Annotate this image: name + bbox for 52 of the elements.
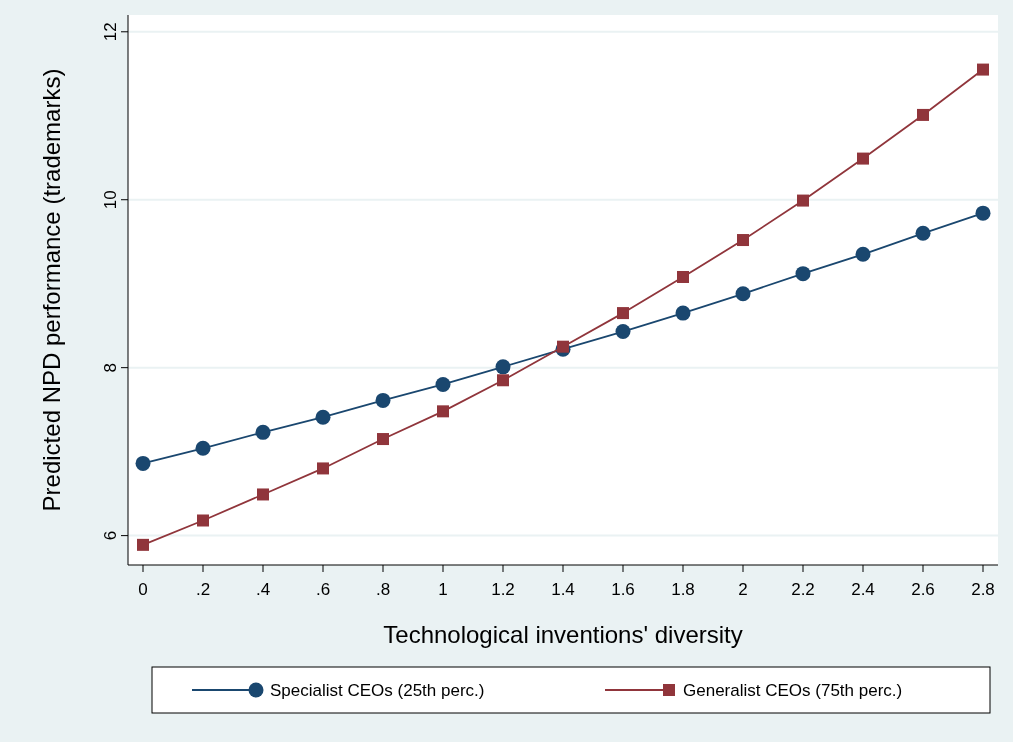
point [497, 374, 509, 387]
x-axis-title: Technological inventions' diversity [383, 621, 743, 648]
y-tick-label: 10 [101, 190, 120, 210]
point [437, 405, 449, 418]
x-tick-label: 2 [738, 580, 748, 599]
x-tick-label: 2.6 [911, 580, 935, 599]
legend-label: Generalist CEOs (75th perc.) [683, 681, 903, 700]
point [617, 307, 629, 320]
point [375, 392, 391, 408]
x-tick-label: 2.4 [851, 580, 875, 599]
y-tick-label: 12 [101, 22, 120, 42]
point [257, 488, 269, 501]
point [315, 409, 331, 425]
x-tick-label: 1.4 [551, 580, 575, 599]
x-tick-label: 1.2 [491, 580, 515, 599]
point [737, 234, 749, 247]
point [915, 225, 931, 241]
point [495, 359, 511, 375]
point [615, 324, 631, 340]
point [435, 376, 451, 392]
point [675, 305, 691, 321]
point [917, 108, 929, 121]
x-tick-label: .6 [315, 580, 331, 599]
x-tick-label: 2.2 [791, 580, 815, 599]
point [977, 63, 989, 76]
point [197, 514, 209, 527]
point [195, 440, 211, 456]
point [677, 270, 689, 283]
point [857, 152, 869, 165]
x-tick-label: 2.8 [971, 580, 995, 599]
point [317, 462, 329, 475]
x-tick-label: .4 [255, 580, 271, 599]
y-tick-label: 6 [101, 530, 120, 541]
x-tick-label: 0 [138, 580, 148, 599]
x-tick-label: 1.6 [611, 580, 635, 599]
point [557, 340, 569, 353]
x-tick-label: 1 [438, 580, 448, 599]
x-tick-label: 1.8 [671, 580, 695, 599]
x-tick-label: .8 [375, 580, 391, 599]
point [255, 424, 271, 440]
point [735, 286, 751, 302]
point [135, 455, 151, 471]
y-axis-title: Predicted NPD performance (trademarks) [38, 68, 65, 512]
point [797, 194, 809, 207]
point [377, 433, 389, 446]
y-tick-label: 8 [101, 362, 120, 373]
x-tick-label: .2 [195, 580, 211, 599]
point [137, 538, 149, 551]
point [975, 205, 991, 221]
point [855, 246, 871, 262]
legend-label: Specialist CEOs (25th perc.) [270, 681, 485, 700]
point [795, 266, 811, 282]
